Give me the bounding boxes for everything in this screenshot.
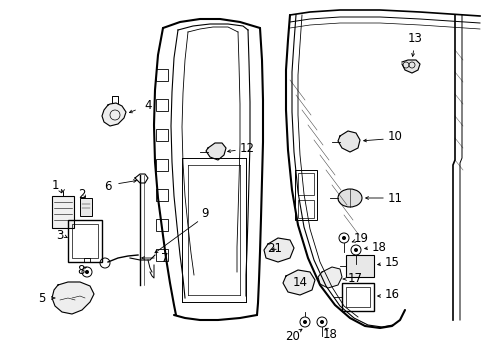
Polygon shape <box>283 270 314 295</box>
Bar <box>156 219 168 231</box>
Text: 21: 21 <box>266 242 282 255</box>
Text: 14: 14 <box>292 275 307 288</box>
Bar <box>156 69 168 81</box>
Text: 19: 19 <box>353 231 368 244</box>
Polygon shape <box>317 267 341 288</box>
Circle shape <box>319 320 324 324</box>
Circle shape <box>85 270 89 274</box>
Text: 2: 2 <box>78 188 85 201</box>
Text: 20: 20 <box>285 329 300 342</box>
Bar <box>156 249 168 261</box>
Polygon shape <box>52 282 94 314</box>
Text: 18: 18 <box>322 328 337 341</box>
Text: 11: 11 <box>387 192 402 204</box>
Bar <box>297 200 313 218</box>
Bar <box>346 287 369 307</box>
Polygon shape <box>205 143 225 160</box>
Polygon shape <box>337 131 359 152</box>
Text: 3: 3 <box>56 229 63 242</box>
Text: 8: 8 <box>77 264 84 276</box>
Text: 9: 9 <box>201 207 208 220</box>
Circle shape <box>341 236 346 240</box>
Text: 4: 4 <box>144 99 151 112</box>
Polygon shape <box>401 60 419 73</box>
Bar <box>294 170 316 220</box>
Bar <box>297 173 313 195</box>
Bar <box>346 255 373 277</box>
Text: 10: 10 <box>387 130 402 143</box>
Polygon shape <box>264 238 293 262</box>
Bar <box>80 198 92 216</box>
Text: 17: 17 <box>347 271 362 284</box>
Circle shape <box>303 320 306 324</box>
Circle shape <box>353 248 357 252</box>
Ellipse shape <box>337 189 361 207</box>
Text: 16: 16 <box>384 288 399 302</box>
Text: 1: 1 <box>51 179 59 192</box>
Bar <box>68 220 102 262</box>
Text: 7: 7 <box>161 252 168 265</box>
Text: 18: 18 <box>371 240 386 253</box>
Text: 6: 6 <box>104 180 112 193</box>
Bar <box>341 283 373 311</box>
Text: 13: 13 <box>407 32 422 45</box>
Text: 12: 12 <box>240 141 254 154</box>
Bar <box>156 129 168 141</box>
Text: 5: 5 <box>38 292 45 305</box>
Bar <box>156 189 168 201</box>
Bar <box>52 196 74 228</box>
Bar <box>156 159 168 171</box>
Polygon shape <box>102 103 126 126</box>
Bar <box>156 99 168 111</box>
Bar <box>72 224 98 258</box>
Text: 15: 15 <box>384 256 399 270</box>
